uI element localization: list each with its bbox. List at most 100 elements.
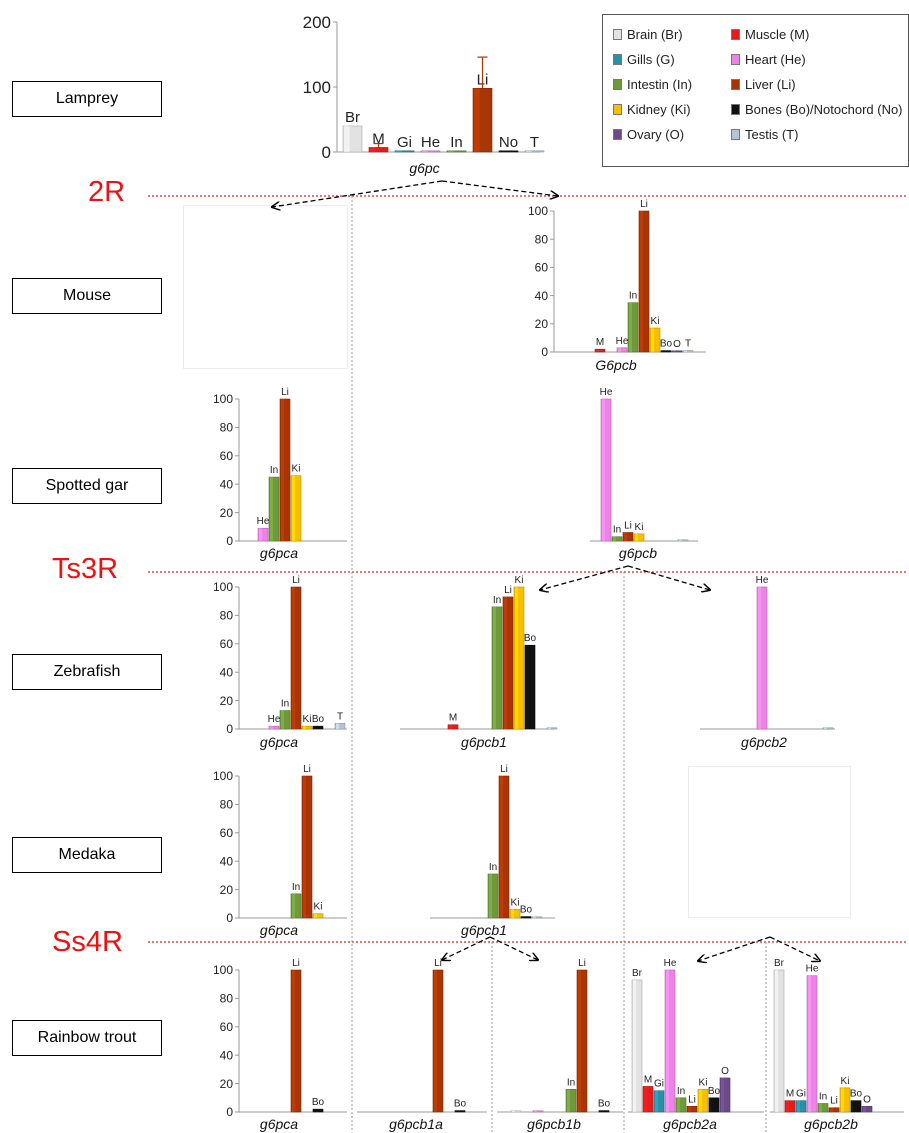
data-label: Li [504, 585, 512, 596]
y-tick-label: 100 [213, 392, 233, 406]
bar-highlight [314, 1109, 317, 1112]
data-label: In [270, 465, 278, 476]
bar-highlight [534, 1110, 537, 1112]
bar-li [290, 586, 302, 730]
bar-li [828, 1107, 840, 1113]
legend-swatch [731, 79, 740, 90]
bar-highlight [721, 1077, 724, 1112]
bar-highlight [808, 975, 811, 1112]
bar-t [546, 727, 558, 730]
y-tick-label: 80 [220, 798, 234, 812]
y-tick-label: 40 [220, 665, 234, 679]
bar-highlight [602, 399, 605, 541]
data-label: In [567, 1077, 575, 1088]
data-label: Bo [312, 714, 325, 725]
data-label: In [493, 595, 501, 606]
data-label: Li [688, 1094, 696, 1105]
chart-rainbow-trout-g6pca: 0 20 40 60 80 100 Li Bo g6pca [213, 958, 347, 1132]
data-label: He [616, 336, 629, 347]
bar-o [719, 1077, 731, 1113]
bar-ki [290, 475, 302, 542]
y-tick-label: 20 [220, 1077, 234, 1091]
chart-rainbow-trout-g6pcb1a: Li Bo g6pcb1a [357, 958, 487, 1132]
chart-zebrafish-g6pcb2: He g6pcb2 [700, 575, 835, 750]
data-label: Li [578, 958, 586, 969]
bar-o [671, 350, 683, 353]
data-label: In [629, 291, 637, 302]
legend-swatch [731, 129, 740, 140]
data-label: Br [632, 968, 643, 979]
y-tick-label: 60 [535, 261, 549, 275]
bar-highlight [422, 150, 428, 152]
bar-ki [312, 913, 324, 919]
legend: Brain (Br) Muscle (M) Gills (G) Heart (H… [602, 14, 909, 167]
bar-bo [708, 1097, 720, 1113]
bar-bo [850, 1100, 862, 1113]
data-label: Bo [454, 1099, 467, 1110]
data-label: Ki [511, 897, 520, 908]
chart-medaka-g6pca: 0 20 40 60 80 100 In Li Ki g6pca [213, 764, 347, 938]
y-tick-label: 200 [303, 13, 331, 32]
y-tick-label: 40 [220, 1048, 234, 1062]
bar-li [279, 398, 291, 542]
y-tick-label: 20 [220, 506, 234, 520]
gene-title: g6pcb2a [663, 1116, 717, 1132]
data-label: He [806, 964, 819, 975]
bar-highlight [688, 1106, 691, 1112]
bar-highlight [474, 88, 480, 152]
bar-li [686, 1106, 698, 1113]
data-label: Bo [520, 905, 533, 916]
bar-highlight [281, 399, 284, 541]
data-label: Ki [841, 1076, 850, 1087]
duplication-arrow-2r [441, 180, 558, 196]
bar-in [290, 893, 302, 919]
data-label: Ki [651, 316, 660, 327]
data-label: M [596, 337, 604, 348]
y-tick-label: 20 [220, 883, 234, 897]
legend-label: Muscle (M) [745, 27, 810, 42]
bar-highlight [596, 349, 599, 352]
bar-highlight [270, 477, 273, 541]
bar-highlight [489, 873, 492, 918]
bar-li [301, 775, 313, 919]
bar-br [773, 969, 785, 1113]
data-label: O [721, 1066, 729, 1077]
bar-highlight [281, 710, 284, 729]
legend-swatch [613, 129, 622, 140]
y-tick-label: 60 [220, 826, 234, 840]
data-label: He [664, 958, 677, 969]
gene-title: g6pcb2 [741, 734, 787, 750]
bar-highlight [533, 916, 536, 918]
data-label: Gi [397, 134, 412, 151]
data-label: O [673, 339, 681, 350]
gene-title: g6pca [260, 734, 298, 750]
bar-he [600, 398, 612, 542]
gene-title: g6pca [260, 1116, 298, 1132]
legend-label: Brain (Br) [627, 27, 683, 42]
bar-highlight [448, 150, 454, 152]
bar-br [510, 1110, 522, 1113]
bar-highlight [292, 893, 295, 918]
legend-label: Kidney (Ki) [627, 102, 691, 117]
y-tick-label: 80 [220, 609, 234, 623]
bar-in [817, 1103, 829, 1113]
gene-title: g6pc [409, 160, 439, 176]
data-label: T [685, 339, 691, 350]
y-tick-label: 20 [220, 694, 234, 708]
data-label: Li [281, 387, 289, 398]
legend-swatch [613, 104, 622, 115]
data-label: T [337, 711, 343, 722]
bar-ki [697, 1088, 709, 1113]
legend-label: Ovary (O) [627, 127, 685, 142]
bar-br [631, 979, 643, 1113]
data-label: He [421, 134, 440, 151]
data-label: T [530, 134, 539, 151]
chart-spotted-gar-g6pcb: He In Li Ki g6pcb [590, 387, 698, 561]
data-label: Bo [850, 1089, 863, 1100]
data-label: Li [292, 958, 300, 969]
bar-he [616, 347, 628, 353]
legend-swatch [613, 29, 622, 40]
